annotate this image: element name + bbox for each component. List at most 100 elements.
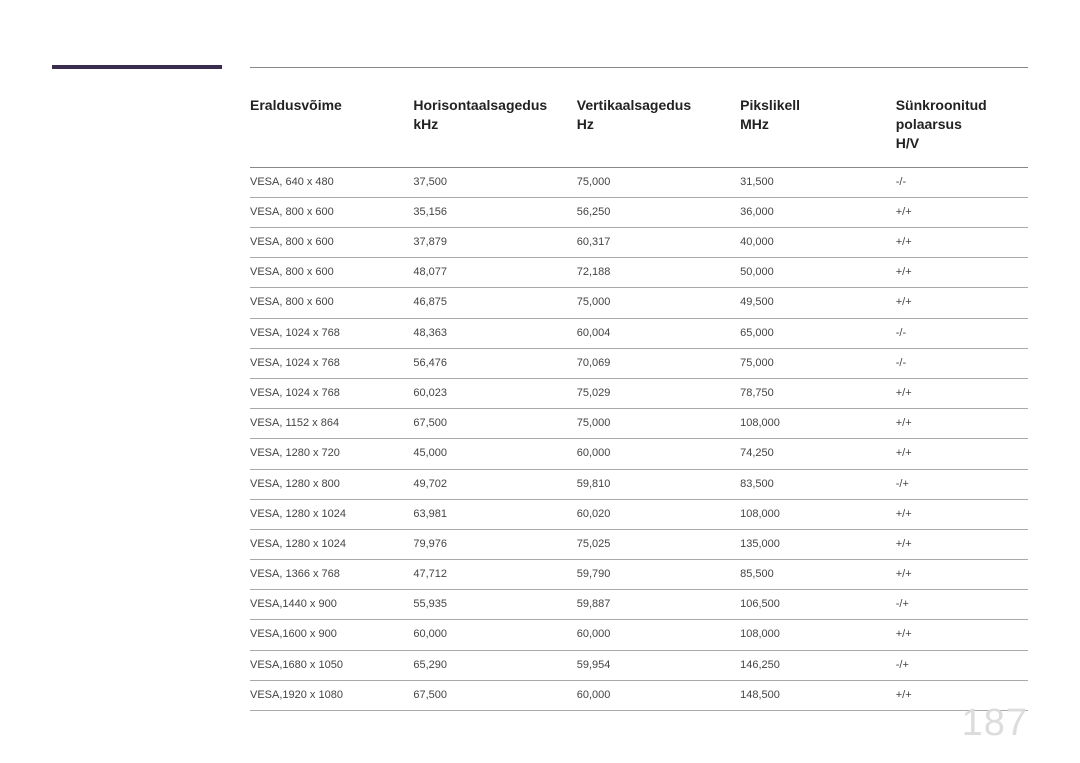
table-cell: -/+ [896,650,1028,680]
table-cell: 49,702 [413,469,576,499]
column-header-line1: Eraldusvõime [250,96,409,115]
table-cell: 59,810 [577,469,740,499]
table-cell: 46,875 [413,288,576,318]
table-cell: +/+ [896,560,1028,590]
table-cell: 108,000 [740,620,896,650]
table-cell: 59,954 [577,650,740,680]
table-row: VESA, 800 x 60035,15656,25036,000+/+ [250,197,1028,227]
table-cell: 55,935 [413,590,576,620]
table-cell: VESA, 1024 x 768 [250,318,413,348]
table-cell: VESA,1440 x 900 [250,590,413,620]
table-cell: VESA, 640 x 480 [250,167,413,197]
table-head: EraldusvõimeHorisontaalsageduskHzVertika… [250,90,1028,167]
table-cell: 75,029 [577,378,740,408]
column-header-line2: kHz [413,115,572,134]
table-cell: VESA, 1024 x 768 [250,378,413,408]
table-cell: 45,000 [413,439,576,469]
table-cell: 40,000 [740,228,896,258]
signal-mode-table-wrap: EraldusvõimeHorisontaalsageduskHzVertika… [250,90,1028,711]
table-cell: 79,976 [413,529,576,559]
table-cell: 36,000 [740,197,896,227]
divider-line [250,67,1028,68]
table-cell: 60,004 [577,318,740,348]
table-cell: +/+ [896,228,1028,258]
column-header-line2: Hz [577,115,736,134]
table-cell: 75,000 [577,167,740,197]
table-cell: 148,500 [740,680,896,710]
table-cell: 48,363 [413,318,576,348]
table-cell: VESA, 800 x 600 [250,288,413,318]
table-cell: 70,069 [577,348,740,378]
table-row: VESA, 800 x 60046,87575,00049,500+/+ [250,288,1028,318]
table-cell: +/+ [896,409,1028,439]
table-row: VESA, 1024 x 76848,36360,00465,000-/- [250,318,1028,348]
column-header-0: Eraldusvõime [250,90,413,167]
table-cell: 108,000 [740,499,896,529]
table-cell: +/+ [896,378,1028,408]
table-body: VESA, 640 x 48037,50075,00031,500-/-VESA… [250,167,1028,710]
column-header-line2: MHz [740,115,892,134]
table-cell: VESA, 1280 x 1024 [250,529,413,559]
signal-mode-table: EraldusvõimeHorisontaalsageduskHzVertika… [250,90,1028,711]
table-cell: 75,000 [577,409,740,439]
table-cell: 65,290 [413,650,576,680]
table-cell: 50,000 [740,258,896,288]
table-cell: 63,981 [413,499,576,529]
table-cell: 85,500 [740,560,896,590]
table-cell: 59,887 [577,590,740,620]
table-row: VESA,1680 x 105065,29059,954146,250-/+ [250,650,1028,680]
accent-bar [52,65,222,69]
table-cell: 49,500 [740,288,896,318]
table-row: VESA, 1152 x 86467,50075,000108,000+/+ [250,409,1028,439]
table-cell: 59,790 [577,560,740,590]
table-cell: 60,000 [413,620,576,650]
table-cell: VESA,1600 x 900 [250,620,413,650]
table-row: VESA,1600 x 90060,00060,000108,000+/+ [250,620,1028,650]
table-cell: 74,250 [740,439,896,469]
table-cell: 35,156 [413,197,576,227]
column-header-4: Sünkroonitud polaarsusH/V [896,90,1028,167]
table-cell: 106,500 [740,590,896,620]
table-cell: 48,077 [413,258,576,288]
table-cell: -/+ [896,469,1028,499]
table-cell: 47,712 [413,560,576,590]
table-cell: -/- [896,318,1028,348]
table-row: VESA,1440 x 90055,93559,887106,500-/+ [250,590,1028,620]
table-cell: VESA,1920 x 1080 [250,680,413,710]
table-cell: +/+ [896,620,1028,650]
table-cell: VESA, 800 x 600 [250,258,413,288]
table-cell: 60,000 [577,680,740,710]
table-row: VESA, 1024 x 76856,47670,06975,000-/- [250,348,1028,378]
table-row: VESA, 1280 x 102463,98160,020108,000+/+ [250,499,1028,529]
table-cell: 75,000 [740,348,896,378]
table-cell: VESA, 1280 x 720 [250,439,413,469]
table-row: VESA, 640 x 48037,50075,00031,500-/- [250,167,1028,197]
table-cell: -/- [896,167,1028,197]
table-row: VESA, 1280 x 102479,97675,025135,000+/+ [250,529,1028,559]
page-number: 187 [962,702,1028,745]
column-header-line1: Sünkroonitud polaarsus [896,96,1024,134]
table-row: VESA, 800 x 60037,87960,31740,000+/+ [250,228,1028,258]
table-row: VESA, 1280 x 72045,00060,00074,250+/+ [250,439,1028,469]
column-header-3: PikslikellMHz [740,90,896,167]
table-cell: 83,500 [740,469,896,499]
column-header-line1: Vertikaalsagedus [577,96,736,115]
table-cell: VESA, 1024 x 768 [250,348,413,378]
table-row: VESA,1920 x 108067,50060,000148,500+/+ [250,680,1028,710]
table-cell: +/+ [896,258,1028,288]
table-cell: +/+ [896,197,1028,227]
column-header-line2: H/V [896,134,1024,153]
table-cell: VESA, 800 x 600 [250,197,413,227]
table-cell: 37,500 [413,167,576,197]
table-cell: +/+ [896,439,1028,469]
table-cell: +/+ [896,529,1028,559]
table-cell: 78,750 [740,378,896,408]
table-cell: 60,020 [577,499,740,529]
column-header-2: VertikaalsagedusHz [577,90,740,167]
table-cell: 56,250 [577,197,740,227]
table-cell: 60,000 [577,620,740,650]
table-cell: 135,000 [740,529,896,559]
table-cell: +/+ [896,499,1028,529]
table-row: VESA, 1280 x 80049,70259,81083,500-/+ [250,469,1028,499]
table-cell: 60,000 [577,439,740,469]
